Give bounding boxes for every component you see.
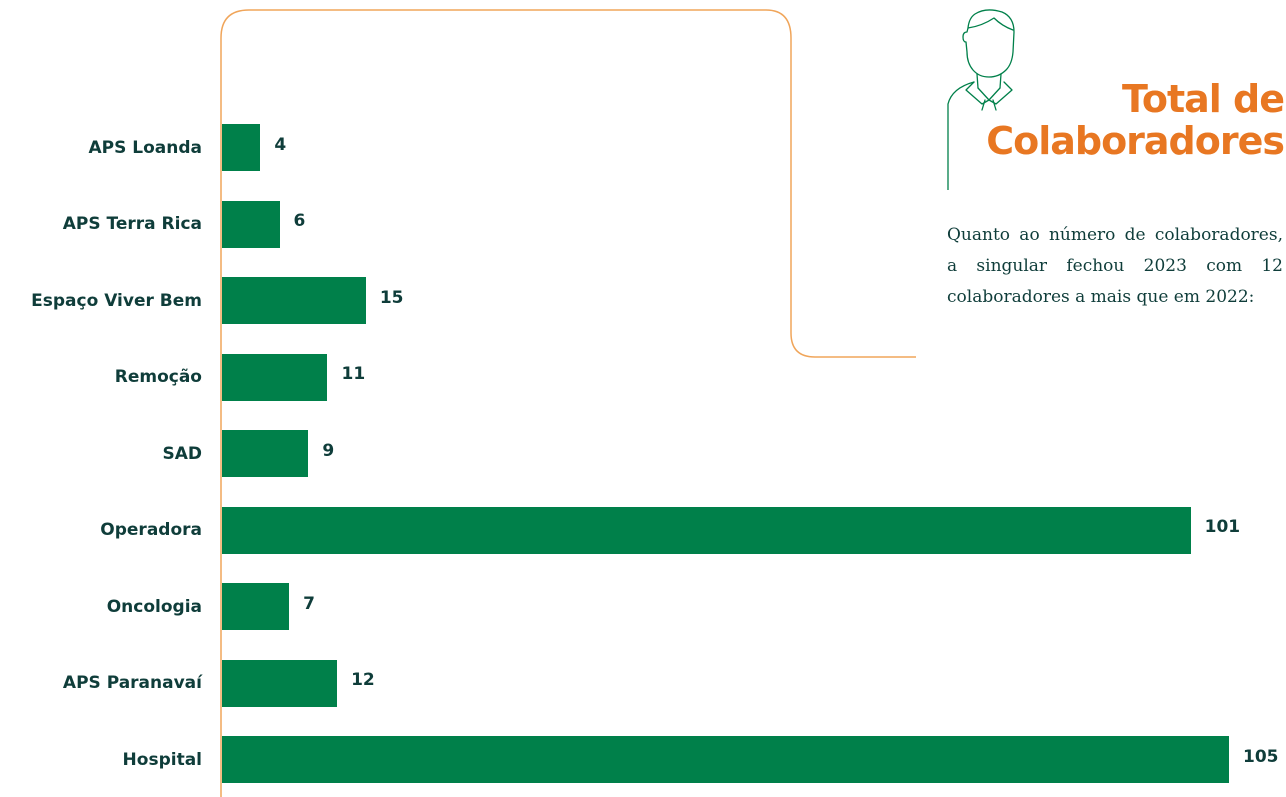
- bar: [222, 200, 280, 248]
- bar: [222, 124, 261, 171]
- value-label: 7: [303, 593, 315, 614]
- bar: [222, 430, 309, 477]
- value-label: 105: [1243, 746, 1279, 767]
- bar: [222, 353, 328, 401]
- frame-line: [220, 9, 916, 797]
- bar: [222, 736, 1229, 783]
- description-paragraph: Quanto ao número de colaboradores, a sin…: [947, 225, 1283, 307]
- value-label: 6: [293, 211, 306, 231]
- category-label: APS Loanda: [88, 137, 202, 158]
- category-label: Remoção: [114, 367, 202, 387]
- category-label: Espaço Viver Bem: [31, 290, 202, 311]
- page-title: Total de Colaboradores: [986, 77, 1285, 163]
- category-label: Operadora: [100, 520, 202, 540]
- category-label: APS Terra Rica: [62, 214, 202, 234]
- bar: [222, 659, 338, 707]
- person-with-tie-icon: [947, 9, 1015, 190]
- category-label: Hospital: [122, 749, 202, 770]
- category-label: Oncologia: [106, 596, 202, 617]
- value-label: 4: [274, 134, 287, 155]
- title-line-1: Total de: [1121, 77, 1285, 121]
- value-label: 9: [322, 440, 335, 461]
- bar: [222, 583, 290, 630]
- title-line-2: Colaboradores: [986, 119, 1285, 163]
- bar: [222, 277, 366, 324]
- bar: [222, 506, 1191, 554]
- value-label: 12: [351, 670, 375, 690]
- value-label: 15: [379, 287, 404, 308]
- value-label: 11: [341, 364, 366, 384]
- category-label: APS Paranavaí: [62, 673, 202, 693]
- category-label: SAD: [162, 443, 202, 464]
- value-label: 101: [1204, 517, 1241, 537]
